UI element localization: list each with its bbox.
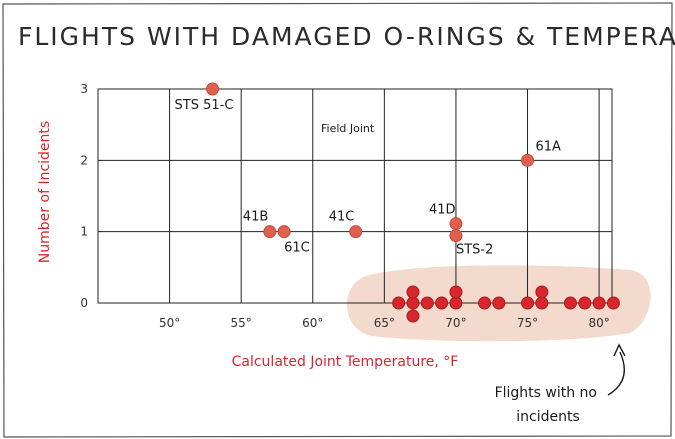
y-tick-label: 2 bbox=[80, 153, 88, 167]
data-point-no-incident bbox=[420, 296, 434, 310]
annotation-line-2: incidents bbox=[516, 409, 580, 425]
data-label: 41D bbox=[429, 203, 456, 218]
tick-layer: 50° 55° 60° 65° 70° 75° 80° 0 1 2 3 bbox=[80, 82, 609, 330]
data-point-no-incident bbox=[535, 285, 549, 299]
annotation-arrow bbox=[607, 351, 625, 396]
data-label: STS 51-C bbox=[175, 98, 234, 113]
y-axis-label: Number of Incidents bbox=[37, 121, 53, 263]
y-tick-label: 3 bbox=[80, 82, 88, 96]
data-label: 41C bbox=[329, 210, 355, 225]
x-tick-label: 80° bbox=[588, 316, 609, 330]
x-tick-label: 60° bbox=[302, 316, 323, 330]
x-tick-label: 55° bbox=[231, 316, 252, 330]
data-point-no-incident bbox=[406, 296, 420, 310]
x-tick-label: 75° bbox=[517, 316, 538, 330]
data-point-no-incident bbox=[449, 285, 463, 299]
data-point-no-incident bbox=[592, 296, 606, 310]
data-point bbox=[449, 217, 463, 231]
data-point-no-incident bbox=[578, 296, 592, 310]
data-label: STS-2 bbox=[456, 243, 493, 258]
x-tick-label: 70° bbox=[445, 316, 466, 330]
data-point-no-incident bbox=[563, 296, 577, 310]
data-label: 41B bbox=[243, 210, 268, 225]
annotation-arrowhead bbox=[613, 343, 626, 357]
data-label: 61A bbox=[536, 139, 562, 154]
y-tick-label: 0 bbox=[80, 296, 88, 310]
data-point-no-incident bbox=[435, 296, 449, 310]
data-point bbox=[277, 225, 291, 239]
data-point-no-incident bbox=[392, 296, 406, 310]
data-point-no-incident bbox=[535, 296, 549, 310]
grid-field-joint-label: Field Joint bbox=[321, 122, 375, 135]
data-point bbox=[263, 225, 277, 239]
annotation-line-1: Flights with no bbox=[495, 385, 597, 401]
data-point-no-incident bbox=[492, 296, 506, 310]
data-point bbox=[206, 82, 220, 96]
y-tick-label: 1 bbox=[80, 225, 88, 239]
label-layer: STS 51-C 41B 61C 41C 41D STS-2 61A bbox=[175, 98, 562, 258]
x-tick-label: 65° bbox=[374, 316, 395, 330]
data-point-no-incident bbox=[406, 285, 420, 299]
chart-title: FLIGHTS WITH DAMAGED O-RINGS & TEMPERATU… bbox=[18, 22, 675, 51]
no-incident-annotation: Flights with no incidents bbox=[495, 385, 602, 425]
data-point-no-incident bbox=[406, 309, 420, 323]
data-point bbox=[449, 229, 463, 243]
data-label: 61C bbox=[284, 241, 310, 256]
x-tick-label: 50° bbox=[159, 316, 180, 330]
x-axis-label: Calculated Joint Temperature, °F bbox=[232, 354, 459, 370]
data-point bbox=[521, 153, 535, 167]
data-point-no-incident bbox=[478, 296, 492, 310]
data-point-no-incident bbox=[521, 296, 535, 310]
data-point-no-incident bbox=[606, 296, 620, 310]
data-point bbox=[349, 225, 363, 239]
data-point-no-incident bbox=[449, 296, 463, 310]
point-layer bbox=[206, 82, 620, 323]
